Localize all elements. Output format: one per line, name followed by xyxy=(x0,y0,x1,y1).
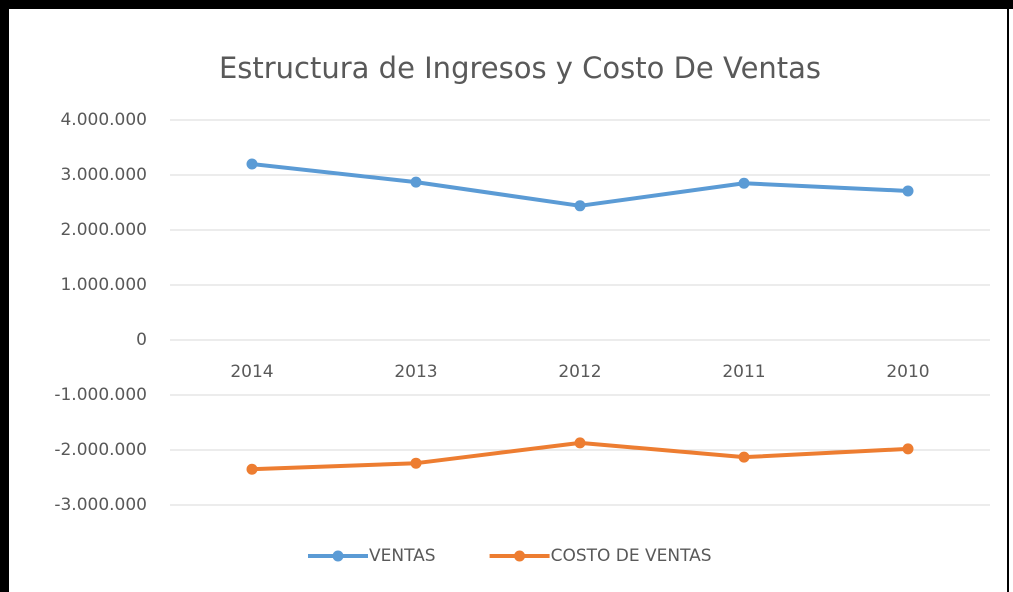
x-tick-label: 2013 xyxy=(394,362,437,382)
data-point xyxy=(738,177,750,189)
y-tick-label: 0 xyxy=(136,330,147,350)
data-point xyxy=(574,200,586,212)
data-point xyxy=(246,463,258,475)
chart-title: Estructura de Ingresos y Costo De Ventas xyxy=(219,51,821,85)
frame-left xyxy=(0,0,9,592)
y-tick-label: -1.000.000 xyxy=(54,385,147,405)
data-point xyxy=(410,176,422,188)
y-tick-label: 2.000.000 xyxy=(60,220,147,240)
x-tick-label: 2014 xyxy=(230,362,273,382)
legend-label: VENTAS xyxy=(369,546,436,566)
x-tick-label: 2012 xyxy=(558,362,601,382)
legend-marker xyxy=(332,550,344,562)
frame-top xyxy=(0,0,1013,9)
y-tick-label: -2.000.000 xyxy=(54,440,147,460)
data-point xyxy=(246,158,258,170)
data-point xyxy=(410,457,422,469)
y-tick-label: 1.000.000 xyxy=(60,275,147,295)
data-point xyxy=(902,443,914,455)
y-tick-label: 3.000.000 xyxy=(60,165,147,185)
legend-marker xyxy=(514,550,526,562)
y-tick-label: 4.000.000 xyxy=(60,110,147,130)
data-point xyxy=(574,437,586,449)
legend-label: COSTO DE VENTAS xyxy=(551,546,712,566)
data-point xyxy=(902,185,914,197)
y-tick-label: -3.000.000 xyxy=(54,495,147,515)
x-tick-label: 2011 xyxy=(722,362,765,382)
x-tick-label: 2010 xyxy=(886,362,929,382)
data-point xyxy=(738,451,750,463)
